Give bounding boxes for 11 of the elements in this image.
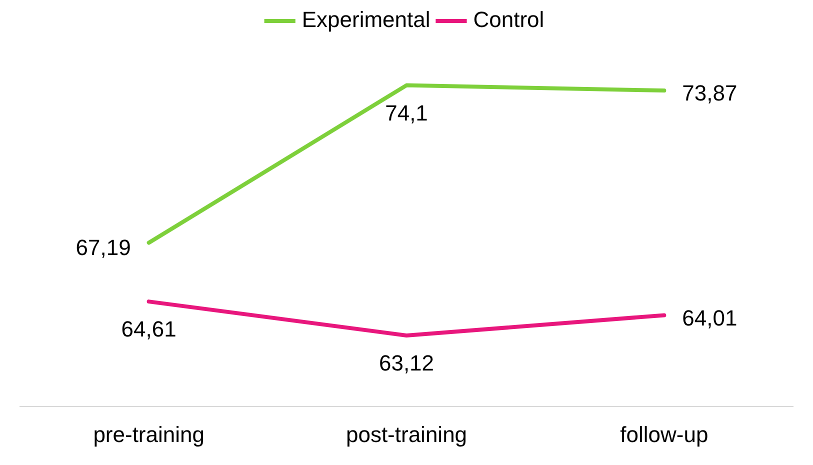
x-tick-label: pre-training [93, 422, 204, 447]
data-label: 73,87 [682, 80, 738, 106]
data-label: 64,61 [121, 316, 176, 342]
legend-label: Experimental [302, 7, 430, 32]
data-label: 64,01 [682, 305, 738, 330]
legend-label: Control [473, 7, 544, 32]
x-tick-label: post-training [346, 422, 468, 447]
data-label: 63,12 [378, 350, 434, 376]
data-label: 74,1 [385, 100, 428, 126]
x-tick-label: follow-up [620, 422, 708, 447]
data-label: 67,19 [76, 234, 131, 260]
